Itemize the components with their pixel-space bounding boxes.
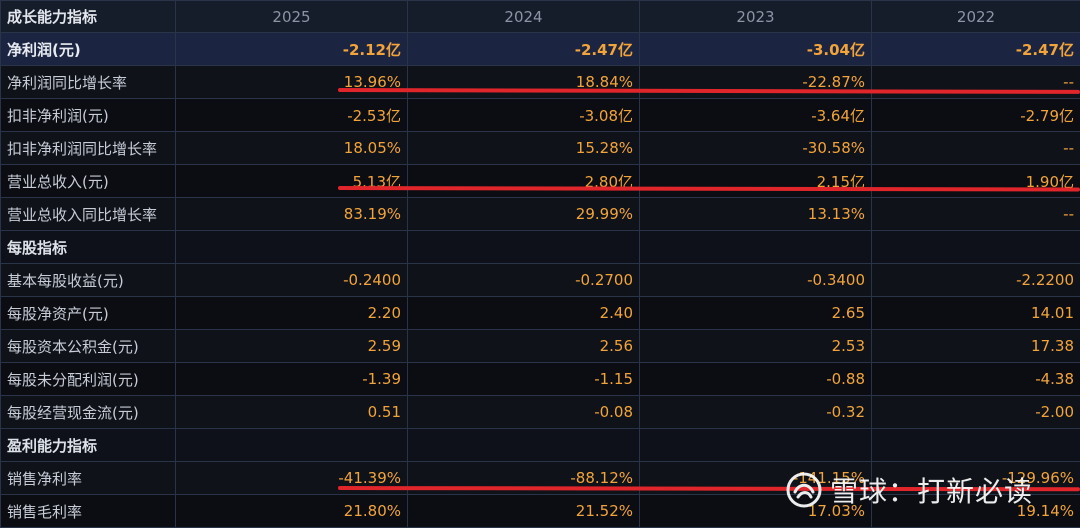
- cell-value: -0.32: [640, 396, 872, 429]
- cell-value: [408, 231, 640, 264]
- cell-value: 2.53: [640, 330, 872, 363]
- cell-value: -2.00: [872, 396, 1080, 429]
- cell-value: 5.13亿: [176, 165, 408, 198]
- table-row: 扣非净利润同比增长率 18.05% 15.28% -30.58% --: [1, 132, 1080, 165]
- row-label: 净利润(元): [1, 33, 176, 66]
- cell-value: -2.2200: [872, 264, 1080, 297]
- year-header-2024[interactable]: 2024: [408, 1, 640, 33]
- row-label: 每股经营现金流(元): [1, 396, 176, 429]
- cell-value: 2.80亿: [408, 165, 640, 198]
- year-header-2022[interactable]: 2022: [872, 1, 1080, 33]
- cell-value: 14.01: [872, 297, 1080, 330]
- cell-value: --: [872, 198, 1080, 231]
- table-row: 营业总收入(元) 5.13亿 2.80亿 2.15亿 1.90亿: [1, 165, 1080, 198]
- cell-value: -2.12亿: [176, 33, 408, 66]
- cell-value: --: [872, 132, 1080, 165]
- section-title: 每股指标: [1, 231, 176, 264]
- row-label: 基本每股收益(元): [1, 264, 176, 297]
- cell-value: -2.53亿: [176, 99, 408, 132]
- cell-value: -0.88: [640, 363, 872, 396]
- cell-value: 2.59: [176, 330, 408, 363]
- cell-value: -2.47亿: [872, 33, 1080, 66]
- header-row: 成长能力指标 2025 2024 2023 2022: [1, 1, 1080, 33]
- row-label: 营业总收入(元): [1, 165, 176, 198]
- cell-value: -22.87%: [640, 66, 872, 99]
- cell-value: -1.39: [176, 363, 408, 396]
- cell-value: 2.56: [408, 330, 640, 363]
- cell-value: 0.51: [176, 396, 408, 429]
- row-label: 扣非净利润同比增长率: [1, 132, 176, 165]
- cell-value: -2.47亿: [408, 33, 640, 66]
- cell-value: -3.04亿: [640, 33, 872, 66]
- row-label: 销售毛利率: [1, 495, 176, 528]
- row-label: 每股资本公积金(元): [1, 330, 176, 363]
- cell-value: 15.28%: [408, 132, 640, 165]
- table-row: 扣非净利润(元) -2.53亿 -3.08亿 -3.64亿 -2.79亿: [1, 99, 1080, 132]
- table-row: 净利润同比增长率 13.96% 18.84% -22.87% --: [1, 66, 1080, 99]
- cell-value: -1.15: [408, 363, 640, 396]
- row-label: 每股净资产(元): [1, 297, 176, 330]
- cell-value: 1.90亿: [872, 165, 1080, 198]
- xueqiu-snowball-logo-icon: [784, 470, 824, 510]
- watermark-text: 雪球：打新必读: [830, 470, 1033, 510]
- cell-value: -30.58%: [640, 132, 872, 165]
- cell-value: [408, 429, 640, 462]
- cell-value: -3.64亿: [640, 99, 872, 132]
- cell-value: 13.96%: [176, 66, 408, 99]
- table-row: 营业总收入同比增长率 83.19% 29.99% 13.13% --: [1, 198, 1080, 231]
- cell-value: -0.2400: [176, 264, 408, 297]
- cell-value: [176, 231, 408, 264]
- cell-value: -2.79亿: [872, 99, 1080, 132]
- table-row: 每股资本公积金(元) 2.59 2.56 2.53 17.38: [1, 330, 1080, 363]
- table-row: 每股经营现金流(元) 0.51 -0.08 -0.32 -2.00: [1, 396, 1080, 429]
- table-row: 每股未分配利润(元) -1.39 -1.15 -0.88 -4.38: [1, 363, 1080, 396]
- cell-value: 17.38: [872, 330, 1080, 363]
- cell-value: 13.13%: [640, 198, 872, 231]
- cell-value: [176, 429, 408, 462]
- cell-value: 29.99%: [408, 198, 640, 231]
- cell-value: -3.08亿: [408, 99, 640, 132]
- cell-value: -4.38: [872, 363, 1080, 396]
- table-row: 每股净资产(元) 2.20 2.40 2.65 14.01: [1, 297, 1080, 330]
- cell-value: [872, 231, 1080, 264]
- cell-value: 21.52%: [408, 495, 640, 528]
- section-title: 盈利能力指标: [1, 429, 176, 462]
- row-label: 销售净利率: [1, 462, 176, 495]
- cell-value: -0.08: [408, 396, 640, 429]
- table-title: 成长能力指标: [1, 1, 176, 33]
- table-row: 基本每股收益(元) -0.2400 -0.2700 -0.3400 -2.220…: [1, 264, 1080, 297]
- year-header-2023[interactable]: 2023: [640, 1, 872, 33]
- cell-value: [640, 429, 872, 462]
- row-label: 净利润同比增长率: [1, 66, 176, 99]
- section-header-row: 盈利能力指标: [1, 429, 1080, 462]
- cell-value: 18.84%: [408, 66, 640, 99]
- year-header-2025[interactable]: 2025: [176, 1, 408, 33]
- table-row: 净利润(元) -2.12亿 -2.47亿 -3.04亿 -2.47亿: [1, 33, 1080, 66]
- cell-value: 21.80%: [176, 495, 408, 528]
- cell-value: -0.2700: [408, 264, 640, 297]
- xueqiu-watermark: 雪球：打新必读: [784, 468, 1033, 512]
- cell-value: [872, 429, 1080, 462]
- row-label: 扣非净利润(元): [1, 99, 176, 132]
- row-label: 每股未分配利润(元): [1, 363, 176, 396]
- cell-value: -0.3400: [640, 264, 872, 297]
- section-header-row: 每股指标: [1, 231, 1080, 264]
- cell-value: 2.65: [640, 297, 872, 330]
- row-label: 营业总收入同比增长率: [1, 198, 176, 231]
- cell-value: 2.15亿: [640, 165, 872, 198]
- cell-value: 2.20: [176, 297, 408, 330]
- cell-value: 2.40: [408, 297, 640, 330]
- cell-value: [640, 231, 872, 264]
- cell-value: 83.19%: [176, 198, 408, 231]
- cell-value: 18.05%: [176, 132, 408, 165]
